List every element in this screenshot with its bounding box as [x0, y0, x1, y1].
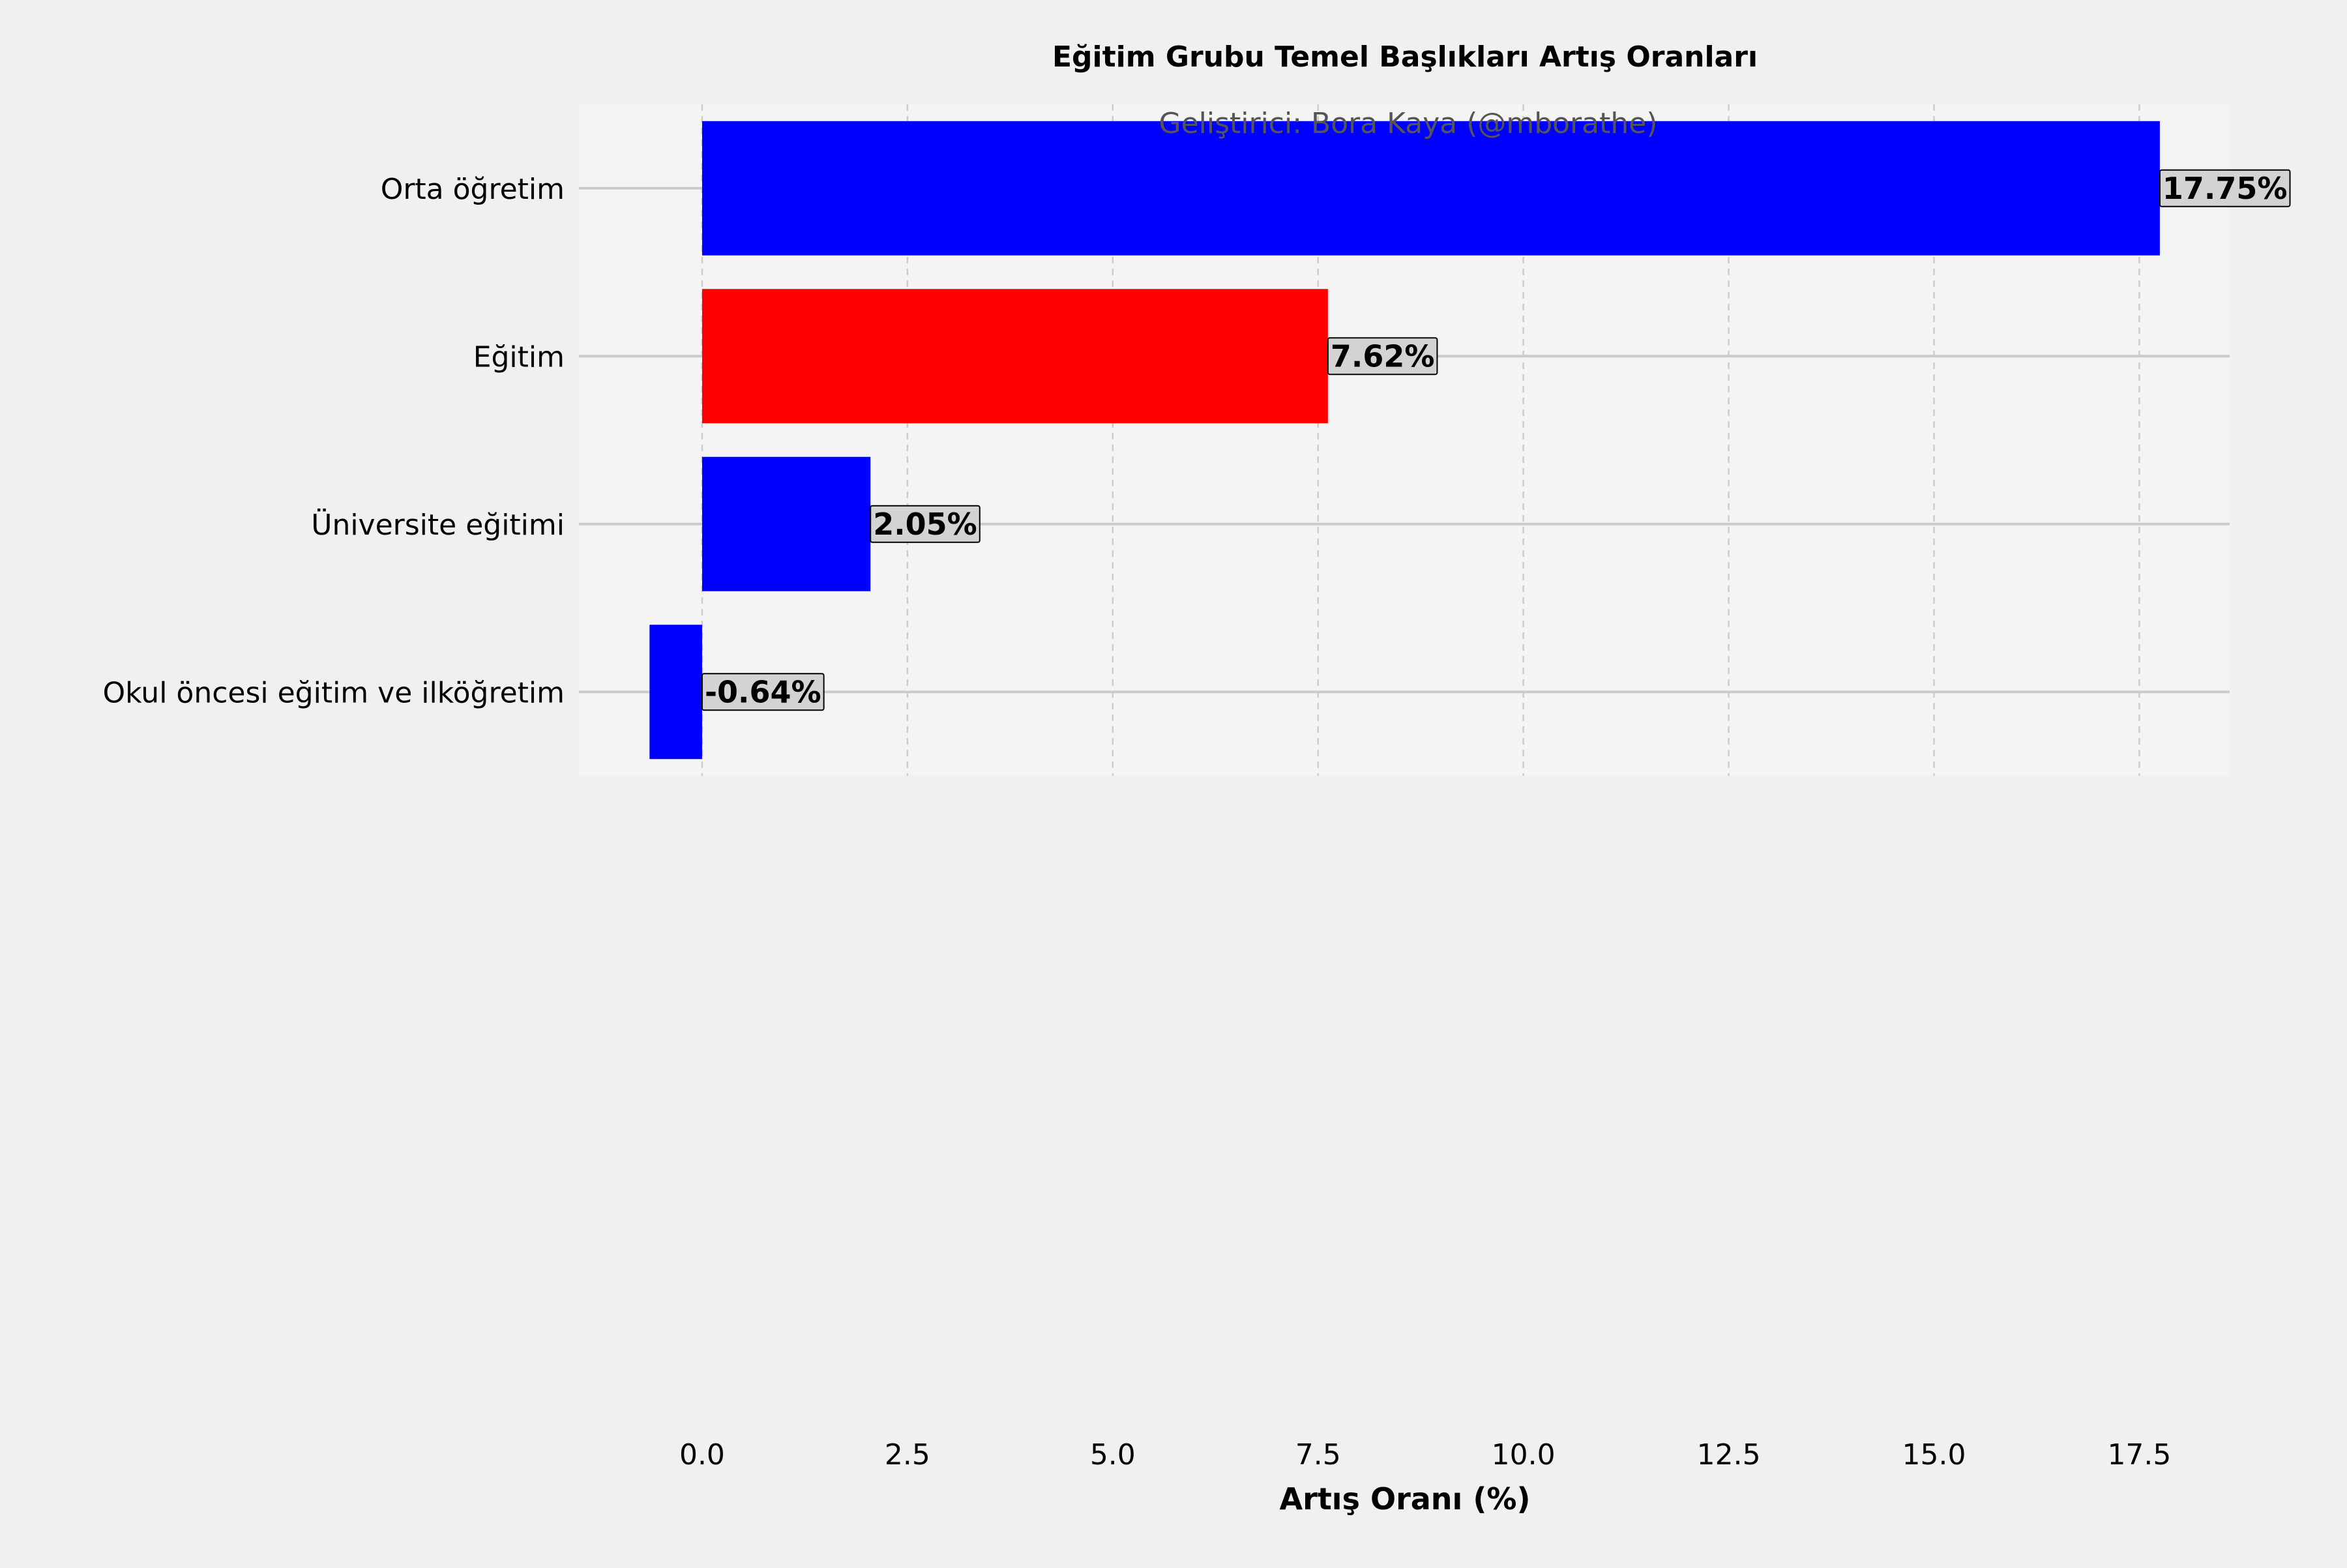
- data-label-text: -0.64%: [705, 674, 821, 709]
- x-axis-label: Artış Oranı (%): [1280, 1481, 1531, 1516]
- data-labels: 17.75% 7.62% 2.05% -0.64%: [701, 169, 2291, 711]
- data-label-box: [1327, 337, 1438, 376]
- data-label-text: 7.62%: [1331, 338, 1435, 374]
- x-tick-label: 2.5: [885, 1438, 930, 1472]
- y-tick-label: Orta öğretim: [381, 173, 565, 206]
- chart-title: Eğitim Grubu Temel Başlıkları Artış Oran…: [1052, 40, 1758, 74]
- x-tick-label: 0.0: [679, 1438, 725, 1472]
- bar: [701, 289, 1328, 424]
- bar: [701, 121, 2160, 256]
- chart-subtitle: Geliştirici: Bora Kaya (@mborathe): [1159, 107, 1657, 140]
- y-tick-label: Üniversite eğitimi: [311, 508, 565, 542]
- data-label-box: [701, 673, 825, 711]
- x-tick-labels: 0.0 2.5 5.0 7.5 10.0 12.5 15.0 17.5: [679, 1438, 2171, 1472]
- bar: [649, 625, 702, 760]
- x-tick-label: 17.5: [2107, 1438, 2171, 1472]
- data-label-text: 17.75%: [2162, 171, 2288, 206]
- y-tick-labels: Orta öğretim Eğitim Üniversite eğitimi Okul…: [103, 173, 565, 710]
- data-label: -0.64%: [701, 673, 825, 711]
- data-label: 7.62%: [1327, 337, 1438, 376]
- data-label-box: [870, 505, 981, 543]
- y-tick-label: Okul öncesi eğitim ve ilköğretim: [103, 676, 565, 709]
- bars: [649, 121, 2160, 760]
- x-tick-label: 7.5: [1295, 1438, 1341, 1472]
- x-tick-label: 12.5: [1697, 1438, 1761, 1472]
- data-label: 2.05%: [870, 505, 981, 543]
- data-label-text: 2.05%: [873, 507, 977, 542]
- x-tick-label: 5.0: [1090, 1438, 1136, 1472]
- bar: [701, 456, 871, 591]
- data-label: 17.75%: [2159, 169, 2291, 207]
- data-label-box: [2159, 169, 2291, 207]
- y-tick-label: Eğitim: [473, 340, 565, 374]
- x-tick-label: 10.0: [1492, 1438, 1556, 1472]
- x-tick-label: 15.0: [1902, 1438, 1966, 1472]
